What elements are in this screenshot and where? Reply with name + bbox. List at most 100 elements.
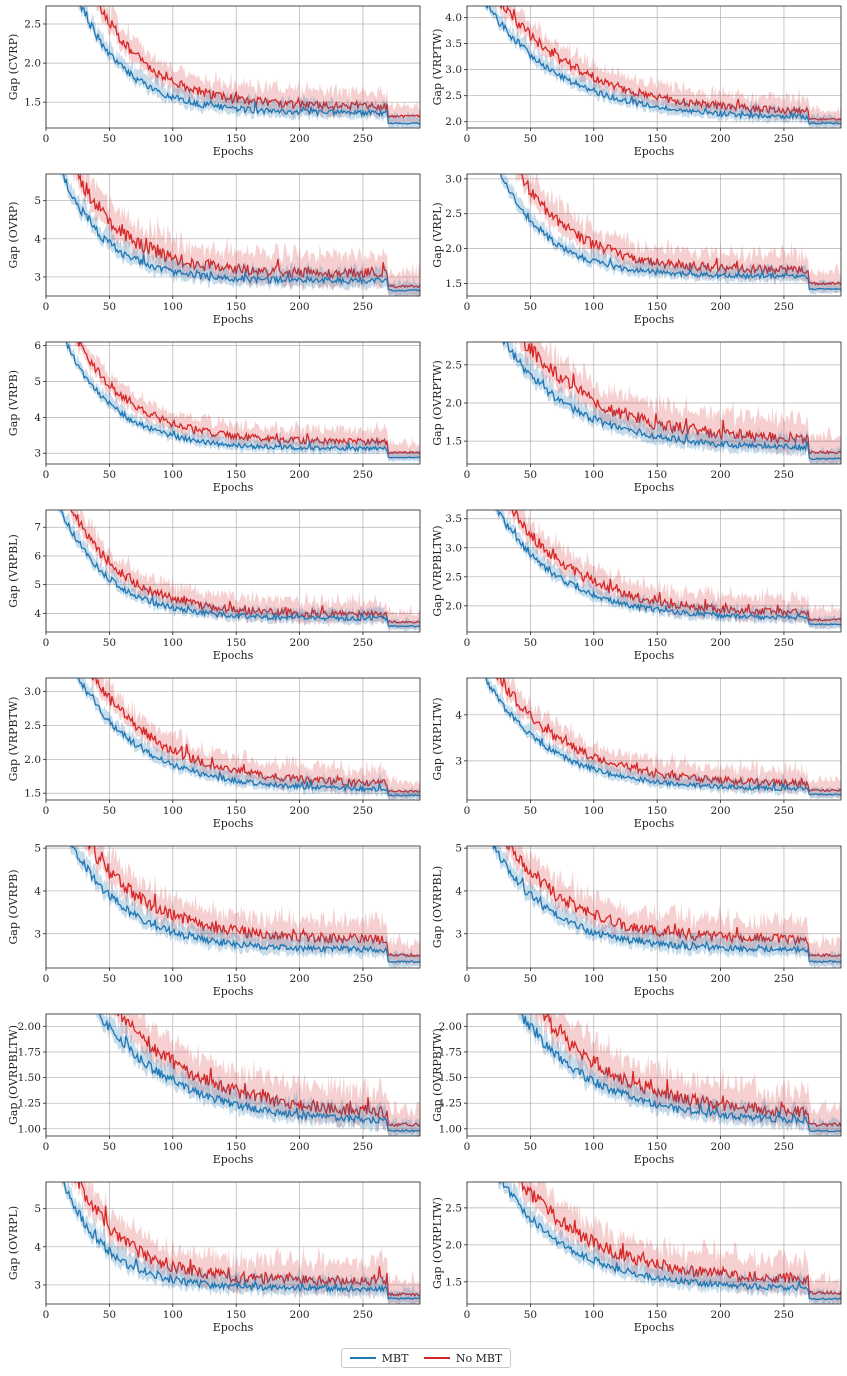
x-tick-label: 100 xyxy=(163,1141,183,1153)
line-no-mbt xyxy=(70,510,420,625)
x-tick-label: 100 xyxy=(163,301,183,313)
y-tick-label: 2.0 xyxy=(24,754,41,766)
line-mbt xyxy=(520,1014,841,1133)
line-mbt xyxy=(61,1182,420,1300)
y-tick-label: 1.50 xyxy=(439,1072,462,1084)
legend-label-mbt: MBT xyxy=(381,1351,409,1365)
y-tick-label: 2.5 xyxy=(445,359,462,371)
x-tick-label: 200 xyxy=(290,973,310,985)
x-tick-label: 0 xyxy=(43,637,50,649)
x-tick-label: 200 xyxy=(711,469,731,481)
x-tick-label: 100 xyxy=(163,469,183,481)
y-tick-label: 3.0 xyxy=(445,542,462,554)
y-tick-label: 5 xyxy=(34,843,41,855)
x-tick-label: 200 xyxy=(290,1309,310,1321)
legend-item-no-mbt: No MBT xyxy=(423,1352,502,1365)
plot-frame xyxy=(466,1181,842,1305)
y-tick-label: 4.0 xyxy=(445,12,462,24)
y-tick-label: 4 xyxy=(34,1241,41,1253)
x-tick-label: 50 xyxy=(524,301,537,313)
line-mbt xyxy=(60,510,420,628)
x-axis-label: Epochs xyxy=(213,1153,254,1166)
subplot-gapvrpl: 0 50 100 150 200 250 1.5 2.0 2.5 3.0 Epochs Gap (VR… xyxy=(431,173,842,326)
x-tick-label: 200 xyxy=(711,1141,731,1153)
y-tick-label: 2.00 xyxy=(439,1021,462,1033)
x-axis-label: Epochs xyxy=(213,649,254,662)
line-mbt xyxy=(495,510,841,626)
y-axis-label: Gap (OVRP) xyxy=(7,202,20,269)
band-mbt xyxy=(74,678,420,800)
x-tick-label: 250 xyxy=(353,973,373,985)
y-tick-label: 3 xyxy=(455,755,462,767)
x-tick-label: 150 xyxy=(647,133,667,145)
plot-frame xyxy=(45,1013,421,1137)
band-no-mbt xyxy=(111,1014,420,1136)
subplot-gapvrpbtw: 0 50 100 150 200 250 1.5 2.0 2.5 3.0 Epochs Gap (VR… xyxy=(7,677,421,830)
x-axis-label: Epochs xyxy=(213,817,254,830)
x-axis-label: Epochs xyxy=(634,481,675,494)
band-no-mbt xyxy=(87,678,420,800)
band-mbt xyxy=(77,6,420,128)
line-no-mbt xyxy=(77,342,420,455)
x-tick-label: 0 xyxy=(43,1309,50,1321)
line-mbt xyxy=(498,1182,841,1301)
line-mbt xyxy=(484,6,841,125)
x-tick-label: 0 xyxy=(464,1309,471,1321)
x-tick-label: 150 xyxy=(226,637,246,649)
x-tick-label: 150 xyxy=(226,301,246,313)
y-tick-label: 4 xyxy=(455,885,462,897)
x-tick-label: 50 xyxy=(103,1309,116,1321)
x-tick-label: 100 xyxy=(584,973,604,985)
subplot-gapovrpl: 0 50 100 150 200 250 3 4 5 Epochs Gap (OVRPL) xyxy=(7,1181,421,1334)
x-tick-label: 50 xyxy=(524,469,537,481)
line-no-mbt xyxy=(117,1014,420,1128)
x-tick-label: 100 xyxy=(163,973,183,985)
line-no-mbt xyxy=(88,846,420,958)
y-tick-label: 3.0 xyxy=(24,686,41,698)
y-tick-label: 1.00 xyxy=(439,1123,462,1135)
x-tick-label: 250 xyxy=(774,805,794,817)
plot-frame xyxy=(45,5,421,129)
y-tick-label: 2.0 xyxy=(445,600,462,612)
band-no-mbt xyxy=(515,342,841,464)
x-tick-label: 0 xyxy=(464,805,471,817)
y-tick-label: 4 xyxy=(34,608,41,620)
plot-frame xyxy=(45,1181,421,1305)
y-tick-label: 2.5 xyxy=(445,208,462,220)
y-tick-label: 2.0 xyxy=(445,116,462,128)
y-tick-label: 4 xyxy=(34,233,41,245)
band-mbt xyxy=(483,678,841,800)
plot-frame xyxy=(466,5,842,129)
x-tick-label: 100 xyxy=(584,1141,604,1153)
x-tick-label: 250 xyxy=(353,133,373,145)
x-axis-label: Epochs xyxy=(634,985,675,998)
y-axis-label: Gap (OVRPB) xyxy=(7,869,20,944)
x-axis-label: Epochs xyxy=(634,1321,675,1334)
line-no-mbt xyxy=(521,342,841,455)
subplot-gapvrpbltw: 0 50 100 150 200 250 2.0 2.5 3.0 3.5 Epochs Gap (VR… xyxy=(431,509,842,662)
x-tick-label: 250 xyxy=(353,469,373,481)
x-tick-label: 0 xyxy=(464,133,471,145)
legend: MBT No MBT xyxy=(341,1348,511,1368)
y-tick-label: 3 xyxy=(455,928,462,940)
y-tick-label: 2.0 xyxy=(445,243,462,255)
subplot-gapcvrp: 0 50 100 150 200 250 1.5 2.0 2.5 Epochs Gap (CVRP) xyxy=(7,5,421,158)
y-axis-label: Gap (OVRPL) xyxy=(7,1206,20,1280)
y-tick-label: 6 xyxy=(34,550,41,562)
y-axis-label: Gap (OVRPBTW) xyxy=(431,1028,444,1122)
x-tick-label: 100 xyxy=(584,805,604,817)
y-tick-label: 3 xyxy=(34,271,41,283)
y-tick-label: 2.5 xyxy=(24,18,41,30)
x-tick-label: 250 xyxy=(353,637,373,649)
x-tick-label: 100 xyxy=(163,133,183,145)
x-tick-label: 50 xyxy=(103,973,116,985)
band-no-mbt xyxy=(84,846,420,967)
legend-swatch-mbt xyxy=(349,1357,376,1359)
x-tick-label: 100 xyxy=(584,133,604,145)
plot-frame xyxy=(45,173,421,297)
x-tick-label: 100 xyxy=(584,1309,604,1321)
subplot-gapovrpb: 0 50 100 150 200 250 3 4 5 Epochs Gap (OVRPB) xyxy=(7,843,421,998)
x-tick-label: 250 xyxy=(774,973,794,985)
line-no-mbt xyxy=(77,174,420,289)
x-tick-label: 250 xyxy=(353,1141,373,1153)
